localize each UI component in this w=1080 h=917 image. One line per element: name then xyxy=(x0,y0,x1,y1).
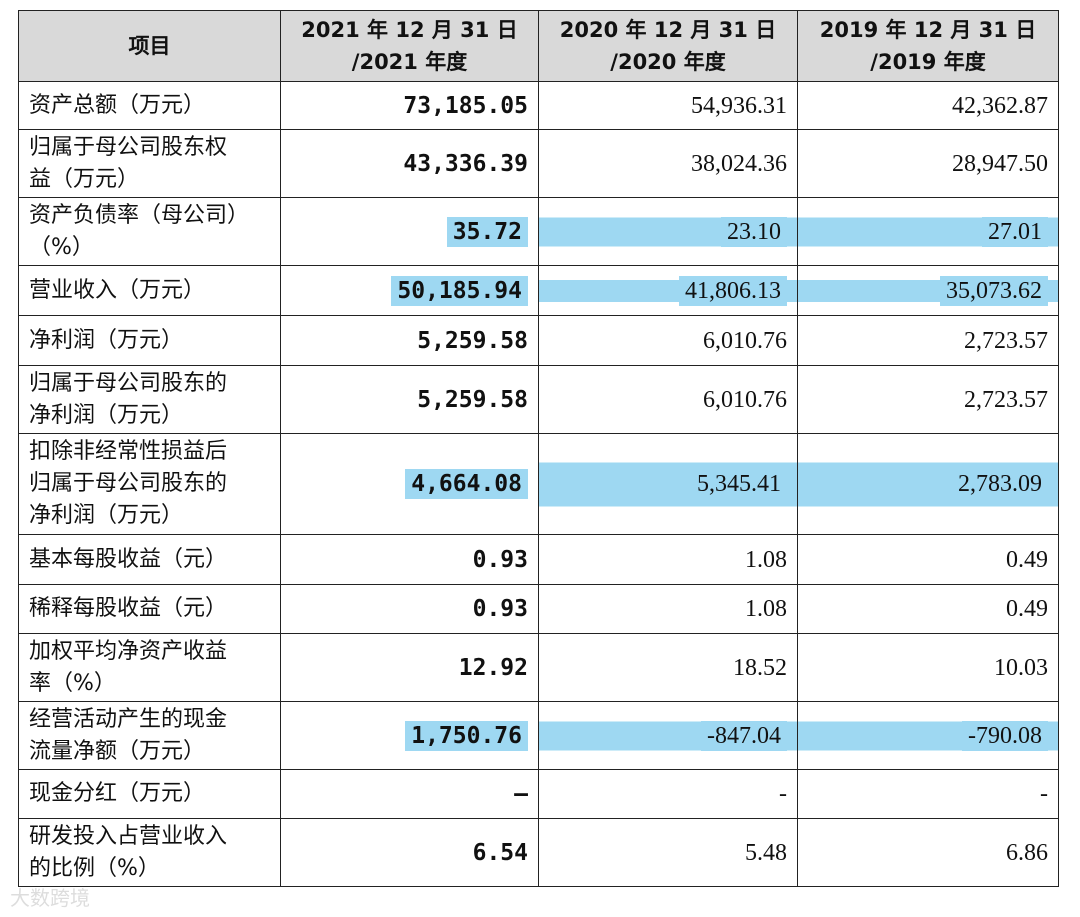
row-label: 经营活动产生的现金 流量净额（万元） xyxy=(18,701,281,770)
row-label: 研发投入占营业收入 的比例（%） xyxy=(18,818,281,887)
row-label: 基本每股收益（元） xyxy=(18,534,281,585)
cell-value: 38,024.36 xyxy=(538,129,798,198)
header-cell: 2021 年 12 月 31 日 /2021 年度 xyxy=(280,10,539,82)
table-row: 净利润（万元） 5,259.58 6,010.76 2,723.57 xyxy=(18,315,1059,366)
cell-text: 23.10 xyxy=(721,216,787,247)
header-cell: 2020 年 12 月 31 日 /2020 年度 xyxy=(538,10,798,82)
table-row: 稀释每股收益（元） 0.93 1.08 0.49 xyxy=(18,584,1059,634)
table-row: 研发投入占营业收入 的比例（%） 6.54 5.48 6.86 xyxy=(18,818,1059,887)
row-label: 归属于母公司股东的 净利润（万元） xyxy=(18,365,281,434)
cell-value: 0.49 xyxy=(797,534,1059,585)
cell-value: 2,783.09 xyxy=(797,433,1059,535)
table-row: 资产负债率（母公司） （%） 35.72 23.10 27.01 xyxy=(18,197,1059,266)
row-label: 营业收入（万元） xyxy=(18,265,281,316)
table-row: 扣除非经常性损益后 归属于母公司股东的 净利润（万元） 4,664.08 5,345… xyxy=(18,433,1059,535)
cell-value: 42,362.87 xyxy=(797,81,1059,130)
cell-value: 2,723.57 xyxy=(797,315,1059,366)
table-row: 现金分红（万元） – - - xyxy=(18,769,1059,819)
table-row: 资产总额（万元） 73,185.05 54,936.31 42,362.87 xyxy=(18,81,1059,130)
cell-text: 41,806.13 xyxy=(679,275,787,306)
cell-text: -847.04 xyxy=(701,720,787,751)
cell-text: 27.01 xyxy=(982,216,1048,247)
cell-value: -790.08 xyxy=(797,701,1059,770)
cell-text: 35.72 xyxy=(446,216,528,247)
cell-value: 10.03 xyxy=(797,633,1059,702)
cell-value: 1.08 xyxy=(538,584,798,634)
cell-value: 5,259.58 xyxy=(280,365,539,434)
cell-value: 41,806.13 xyxy=(538,265,798,316)
cell-value: 6.54 xyxy=(280,818,539,887)
cell-value: – xyxy=(280,769,539,819)
cell-text: 5,345.41 xyxy=(691,469,787,499)
row-label: 净利润（万元） xyxy=(18,315,281,366)
cell-value: 73,185.05 xyxy=(280,81,539,130)
table-row: 归属于母公司股东权 益（万元） 43,336.39 38,024.36 28,947.… xyxy=(18,129,1059,198)
row-label: 归属于母公司股东权 益（万元） xyxy=(18,129,281,198)
cell-value: 5.48 xyxy=(538,818,798,887)
cell-value: 50,185.94 xyxy=(280,265,539,316)
cell-value: - xyxy=(797,769,1059,819)
cell-value: 6,010.76 xyxy=(538,315,798,366)
cell-value: 6,010.76 xyxy=(538,365,798,434)
cell-value: 6.86 xyxy=(797,818,1059,887)
cell-value: 1.08 xyxy=(538,534,798,585)
cell-text: 4,664.08 xyxy=(405,469,528,499)
table-row: 基本每股收益（元） 0.93 1.08 0.49 xyxy=(18,534,1059,585)
cell-value: 35,073.62 xyxy=(797,265,1059,316)
cell-value: 12.92 xyxy=(280,633,539,702)
cell-text: 1,750.76 xyxy=(405,720,528,751)
financial-table: 项目 2021 年 12 月 31 日 /2021 年度 2020 年 12 月 3… xyxy=(18,10,1059,887)
table-row: 归属于母公司股东的 净利润（万元） 5,259.58 6,010.76 2,723.5… xyxy=(18,365,1059,434)
header-cell: 项目 xyxy=(18,10,281,82)
cell-value: 23.10 xyxy=(538,197,798,266)
row-label: 扣除非经常性损益后 归属于母公司股东的 净利润（万元） xyxy=(18,433,281,535)
cell-text: 2,783.09 xyxy=(952,469,1048,499)
cell-value: 5,345.41 xyxy=(538,433,798,535)
row-label: 加权平均净资产收益 率（%） xyxy=(18,633,281,702)
cell-value: 5,259.58 xyxy=(280,315,539,366)
cell-value: 0.93 xyxy=(280,534,539,585)
table-row: 经营活动产生的现金 流量净额（万元） 1,750.76 -847.04 -790.08 xyxy=(18,701,1059,770)
watermark: 大数跨境 xyxy=(10,886,90,910)
cell-value: 28,947.50 xyxy=(797,129,1059,198)
row-label: 稀释每股收益（元） xyxy=(18,584,281,634)
row-label: 现金分红（万元） xyxy=(18,769,281,819)
cell-text: 35,073.62 xyxy=(940,275,1048,306)
table-row: 营业收入（万元） 50,185.94 41,806.13 35,073.62 xyxy=(18,265,1059,316)
row-label: 资产负债率（母公司） （%） xyxy=(18,197,281,266)
cell-value: 27.01 xyxy=(797,197,1059,266)
cell-value: 43,336.39 xyxy=(280,129,539,198)
table-row: 加权平均净资产收益 率（%） 12.92 18.52 10.03 xyxy=(18,633,1059,702)
row-label: 资产总额（万元） xyxy=(18,81,281,130)
cell-value: 1,750.76 xyxy=(280,701,539,770)
cell-value: -847.04 xyxy=(538,701,798,770)
cell-value: 18.52 xyxy=(538,633,798,702)
cell-text: -790.08 xyxy=(962,720,1048,751)
cell-value: 0.49 xyxy=(797,584,1059,634)
cell-value: 4,664.08 xyxy=(280,433,539,535)
cell-value: 35.72 xyxy=(280,197,539,266)
cell-text: 50,185.94 xyxy=(391,275,528,306)
cell-value: 0.93 xyxy=(280,584,539,634)
cell-value: 54,936.31 xyxy=(538,81,798,130)
header-row: 项目 2021 年 12 月 31 日 /2021 年度 2020 年 12 月 3… xyxy=(18,10,1059,82)
cell-value: 2,723.57 xyxy=(797,365,1059,434)
header-cell: 2019 年 12 月 31 日 /2019 年度 xyxy=(797,10,1059,82)
cell-value: - xyxy=(538,769,798,819)
